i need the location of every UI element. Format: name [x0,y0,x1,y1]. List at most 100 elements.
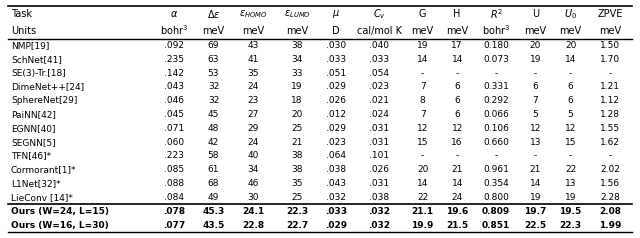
Text: 40: 40 [248,152,259,160]
Text: 19: 19 [291,83,303,91]
Text: .084: .084 [164,193,184,202]
Text: -: - [609,69,612,78]
Text: D: D [332,25,340,35]
Text: 32: 32 [208,83,219,91]
Text: bohr$^3$: bohr$^3$ [482,24,510,37]
Text: $U_0$: $U_0$ [564,7,577,21]
Text: 0.961: 0.961 [483,165,509,174]
Text: meV: meV [559,25,582,35]
Text: .033: .033 [369,55,390,64]
Text: U: U [532,9,539,19]
Text: 1.50: 1.50 [600,41,620,50]
Text: 2.02: 2.02 [600,165,620,174]
Text: .029: .029 [326,124,346,133]
Text: 0.106: 0.106 [483,124,509,133]
Text: 14: 14 [417,179,428,188]
Text: 15: 15 [417,138,428,147]
Text: 0.331: 0.331 [483,83,509,91]
Text: 53: 53 [208,69,220,78]
Text: 0.073: 0.073 [483,55,509,64]
Text: 25: 25 [291,124,303,133]
Text: .085: .085 [164,165,184,174]
Text: 20: 20 [565,41,576,50]
Text: .071: .071 [164,124,184,133]
Text: 21: 21 [530,165,541,174]
Text: Ours (W=24, L=15): Ours (W=24, L=15) [11,207,109,216]
Text: 35: 35 [291,179,303,188]
Text: 1.56: 1.56 [600,179,620,188]
Text: 1.21: 1.21 [600,83,620,91]
Text: 32: 32 [208,96,219,105]
Text: 12: 12 [451,124,463,133]
Text: 19: 19 [529,193,541,202]
Text: 12: 12 [565,124,576,133]
Text: -: - [456,152,459,160]
Text: 6: 6 [568,96,573,105]
Text: .033: .033 [326,55,346,64]
Text: .029: .029 [325,220,347,229]
Text: LieConv [14]*: LieConv [14]* [11,193,73,202]
Text: 2.08: 2.08 [600,207,621,216]
Text: H: H [454,9,461,19]
Text: $R^2$: $R^2$ [490,7,503,21]
Text: .033: .033 [325,207,347,216]
Text: 12: 12 [417,124,428,133]
Text: .043: .043 [164,83,184,91]
Text: SchNet[41]: SchNet[41] [11,55,62,64]
Text: -: - [534,152,537,160]
Text: 33: 33 [291,69,303,78]
Text: .030: .030 [326,41,346,50]
Text: .060: .060 [164,138,184,147]
Text: 6: 6 [454,110,460,119]
Text: 24: 24 [248,138,259,147]
Text: bohr$^3$: bohr$^3$ [160,24,189,37]
Text: 6: 6 [568,83,573,91]
Text: TFN[46]*: TFN[46]* [11,152,51,160]
Text: Task: Task [11,9,32,19]
Text: 14: 14 [530,179,541,188]
Text: 7: 7 [420,83,426,91]
Text: 46: 46 [248,179,259,188]
Text: EGNN[40]: EGNN[40] [11,124,56,133]
Text: .012: .012 [326,110,346,119]
Text: -: - [569,152,572,160]
Text: NMP[19]: NMP[19] [11,41,49,50]
Text: 6: 6 [454,83,460,91]
Text: 69: 69 [208,41,220,50]
Text: .026: .026 [369,165,389,174]
Text: 22.5: 22.5 [524,220,547,229]
Text: .038: .038 [369,193,390,202]
Text: meV: meV [202,25,225,35]
Text: .031: .031 [369,138,390,147]
Text: 5: 5 [568,110,573,119]
Text: .026: .026 [326,96,346,105]
Text: 1.55: 1.55 [600,124,620,133]
Text: 63: 63 [208,55,220,64]
Text: 22.3: 22.3 [559,220,582,229]
Text: 14: 14 [565,55,576,64]
Text: 21: 21 [451,165,463,174]
Text: 19.7: 19.7 [524,207,547,216]
Text: 21.1: 21.1 [412,207,434,216]
Text: .032: .032 [369,220,390,229]
Text: 13: 13 [529,138,541,147]
Text: .040: .040 [369,41,389,50]
Text: meV: meV [243,25,264,35]
Text: 12: 12 [530,124,541,133]
Text: .051: .051 [326,69,346,78]
Text: 24.1: 24.1 [242,207,264,216]
Text: 20: 20 [530,41,541,50]
Text: -: - [495,152,498,160]
Text: 22.8: 22.8 [243,220,264,229]
Text: 1.62: 1.62 [600,138,620,147]
Text: 0.066: 0.066 [483,110,509,119]
Text: 2.28: 2.28 [600,193,620,202]
Text: 45: 45 [208,110,219,119]
Text: -: - [421,69,424,78]
Text: 43.5: 43.5 [202,220,225,229]
Text: 21.5: 21.5 [446,220,468,229]
Text: cal/mol K: cal/mol K [357,25,402,35]
Text: L1Net[32]*: L1Net[32]* [11,179,61,188]
Text: 22: 22 [565,165,576,174]
Text: 34: 34 [248,165,259,174]
